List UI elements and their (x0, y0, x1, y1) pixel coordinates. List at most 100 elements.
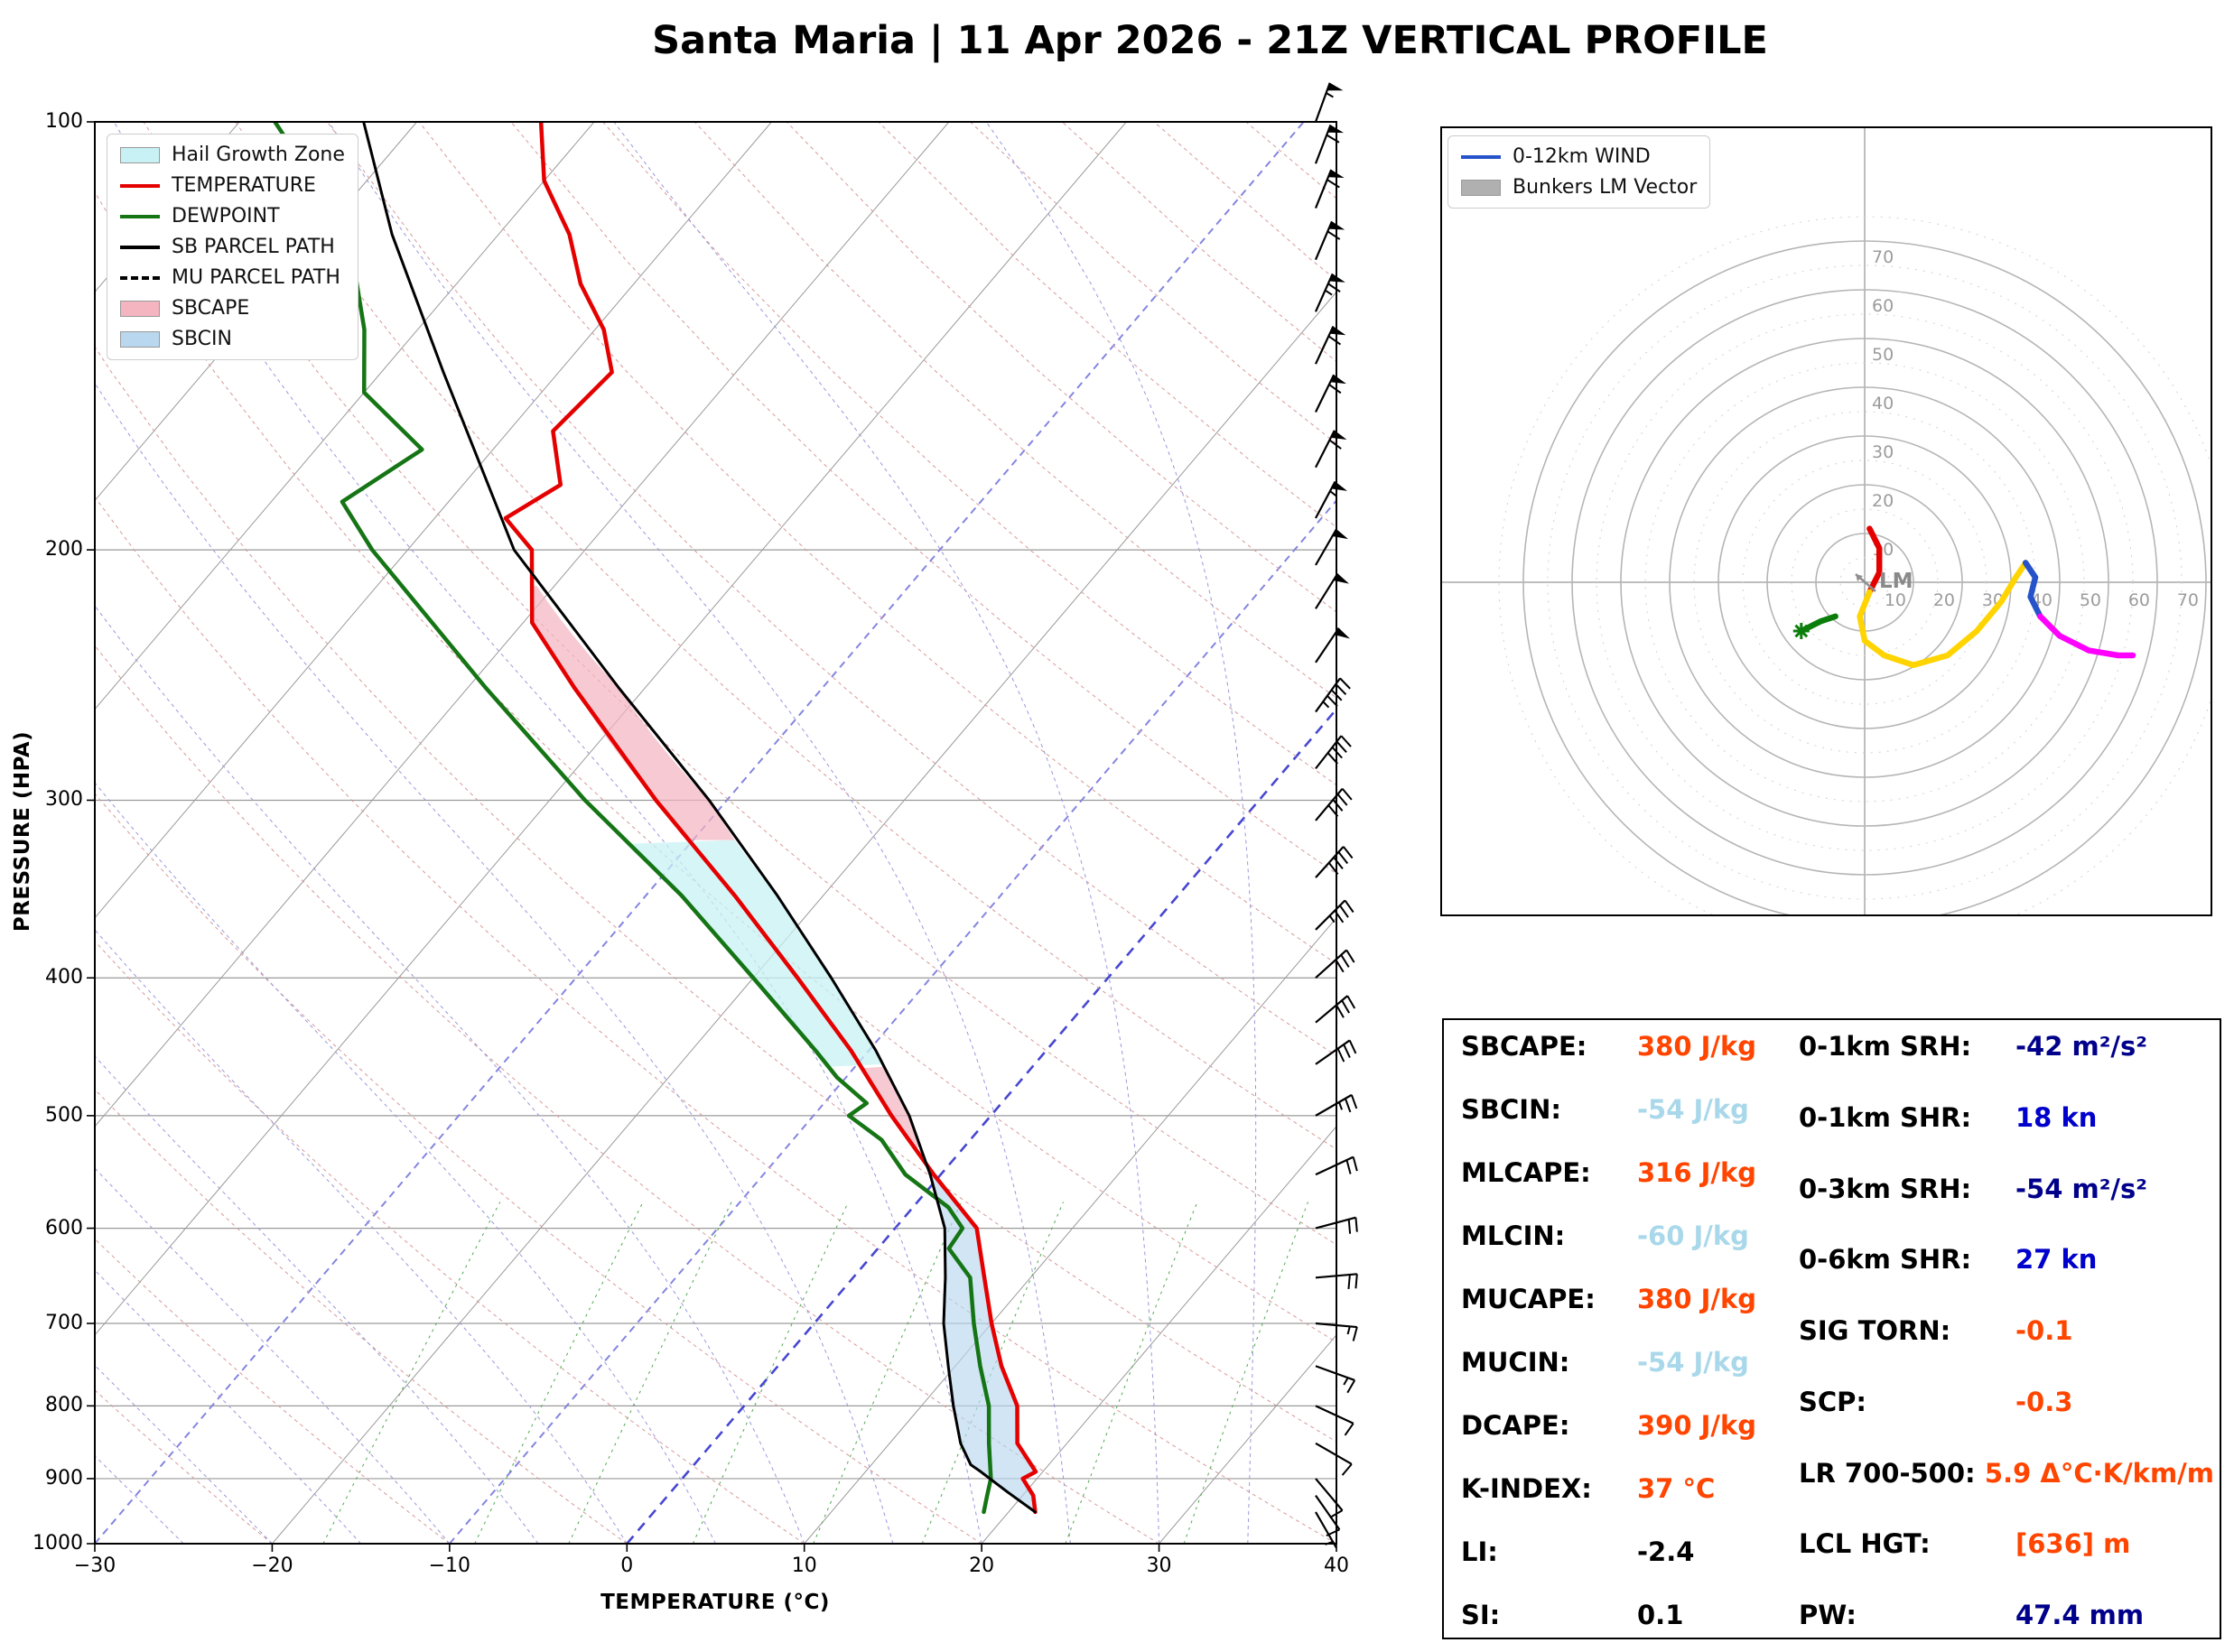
dewpoint-swatch-icon (120, 214, 160, 218)
moist-adiabat (613, 122, 1160, 1544)
legend-item-sb-parcel-path: SB PARCEL PATH (120, 236, 345, 258)
wind-barb-160 (1315, 374, 1336, 413)
legend-item-label: SBCIN (172, 328, 232, 350)
sbcape-swatch-icon (120, 300, 160, 317)
mixing-ratio-line (474, 1202, 644, 1544)
legend-item-label: SB PARCEL PATH (172, 236, 335, 258)
indices-right-column: 0-1km SRH: -42 m²/s² 0-1km SHR: 18 kn 0-3km … (1799, 1031, 2214, 1630)
hodo-trace-segment-1 (1857, 560, 2029, 669)
hodo-trace-segment-4 (1798, 613, 1838, 635)
temperature-line (503, 122, 1038, 1515)
dry-adiabat (602, 122, 1336, 786)
index-dcape-value: 390 J/kg (1637, 1410, 1757, 1441)
moist-adiabat (95, 929, 628, 1544)
hodo-ring-70 (1522, 240, 2207, 916)
wind-barb-100 (1314, 82, 1331, 123)
fill-sbcape-upper (531, 585, 735, 840)
pressure-tick-label-300: 300 (45, 788, 83, 812)
legend-item-label: SBCAPE (172, 297, 250, 320)
index-row-sbcape: SBCAPE: 380 J/kg (1461, 1031, 1786, 1062)
index-mucape-label: MUCAPE: (1461, 1284, 1596, 1314)
index-shr-0-1km-label: 0-1km SHR: (1799, 1101, 1972, 1133)
index-row-lcl-hgt: LCL HGT: [636] m (1799, 1528, 2214, 1559)
hodo-ring-label-right-20: 20 (1933, 590, 1955, 610)
mixing-ratio-line (692, 1202, 849, 1544)
mixing-ratio-line (322, 1202, 501, 1544)
skewt-legend: Hail Growth Zone TEMPERATURE DEWPOINT SB PA… (107, 134, 358, 360)
hodo-ring-60 (1571, 289, 2158, 876)
index-si-label: SI: (1461, 1600, 1501, 1630)
index-k-index-value: 37 °C (1637, 1473, 1716, 1504)
index-shr-0-1km-value: 18 kn (2015, 1101, 2098, 1133)
wind-barb-925 (1315, 1495, 1341, 1530)
index-row-lr-700-500: LR 700-500: 5.9 Δ°C·K/km/m (1799, 1458, 2214, 1489)
index-sig-torn-label: SIG TORN: (1799, 1315, 1951, 1346)
skewt-chart (87, 82, 1358, 1552)
skewt-border (94, 121, 1337, 1545)
isotherm-20 (981, 1126, 1336, 1544)
hodo-ring-label-up-60: 60 (1872, 296, 1894, 316)
legend-item-label: TEMPERATURE (172, 174, 316, 197)
legend-item-dewpoint: DEWPOINT (120, 205, 345, 227)
dry-adiabat (95, 645, 1159, 1544)
hodo-ring-20 (1766, 484, 1963, 681)
hodo-ring-minor (1596, 313, 2134, 851)
index-row-srh-0-1km: 0-1km SRH: -42 m²/s² (1799, 1031, 2214, 1062)
hodo-ring-minor (1742, 459, 1987, 705)
wind-barb-550 (1315, 1155, 1354, 1176)
isotherm--20 (272, 291, 1336, 1544)
hodo-ring-minor (1644, 362, 2085, 803)
legend-item-hail-growth-zone: Hail Growth Zone (120, 144, 345, 166)
hodo-trace-segment-0 (1866, 525, 1883, 596)
index-sbcape-label: SBCAPE: (1461, 1031, 1587, 1062)
temperature-tick-label--20: −20 (251, 1555, 293, 1577)
temperature-tick-label-30: 30 (1146, 1555, 1172, 1577)
wind-barb-850 (1315, 1442, 1353, 1465)
pressure-tick-label-100: 100 (45, 110, 83, 133)
temperature-tick-label-10: 10 (791, 1555, 817, 1577)
index-row-shr-0-1km: 0-1km SHR: 18 kn (1799, 1102, 2214, 1133)
index-row-pw: PW: 47.4 mm (1799, 1600, 2214, 1630)
hodo-ring-label-right-10: 10 (1885, 590, 1906, 610)
index-row-sig-torn: SIG TORN: -0.1 (1799, 1315, 2214, 1346)
dry-adiabat (95, 940, 805, 1544)
index-sbcin-label: SBCIN: (1461, 1094, 1561, 1125)
legend-item-bunkers-lm-vector: Bunkers LM Vector (1461, 176, 1697, 199)
sb-parcel-path-swatch-icon (120, 245, 160, 249)
pressure-tick-label-1000: 1000 (33, 1532, 83, 1555)
moist-adiabat (95, 1167, 451, 1544)
moist-adiabat (985, 122, 1257, 1544)
index-k-index-label: K-INDEX: (1461, 1473, 1592, 1504)
pressure-tick-label-600: 600 (45, 1216, 83, 1239)
hodo-ring-label-up-30: 30 (1872, 442, 1894, 462)
moist-adiabat (95, 782, 716, 1544)
lm-label: LM (1879, 570, 1913, 593)
moist-adiabat (95, 605, 805, 1544)
indices-panel (1442, 1018, 2221, 1639)
0-12km-wind-swatch-icon (1461, 154, 1501, 159)
index-lcl-hgt-label: LCL HGT: (1799, 1528, 1931, 1560)
temperature-tick-label-0: 0 (620, 1555, 634, 1577)
index-row-li: LI: -2.4 (1461, 1536, 1786, 1567)
index-lr-700-500-value: 5.9 Δ°C·K/km/m (1984, 1457, 2214, 1489)
temperature-tick-label--30: −30 (73, 1555, 116, 1577)
legend-item-mu-parcel-path: MU PARCEL PATH (120, 266, 345, 289)
isotherm--60 (95, 122, 772, 919)
hodo-trace-segment-3 (2037, 613, 2136, 659)
hodo-ring-minor (1547, 265, 2183, 900)
hodo-ring-label-right-50: 50 (2080, 590, 2101, 610)
index-row-srh-0-3km: 0-3km SRH: -54 m²/s² (1799, 1174, 2214, 1204)
wind-barb-148 (1315, 326, 1335, 365)
temperature-swatch-icon (120, 183, 160, 188)
wind-barb-400 (1315, 949, 1347, 979)
index-row-dcape: DCAPE: 390 J/kg (1461, 1410, 1786, 1441)
index-lr-700-500-label: LR 700-500: (1799, 1457, 1976, 1489)
wind-barb-500 (1315, 1093, 1353, 1117)
index-mlcape-label: MLCAPE: (1461, 1157, 1591, 1188)
index-li-value: -2.4 (1637, 1536, 1695, 1567)
temperature-tick-label-40: 40 (1324, 1555, 1349, 1577)
wind-barb-460 (1315, 1039, 1351, 1065)
index-mlcin-label: MLCIN: (1461, 1220, 1566, 1251)
wind-barb-430 (1315, 995, 1348, 1024)
